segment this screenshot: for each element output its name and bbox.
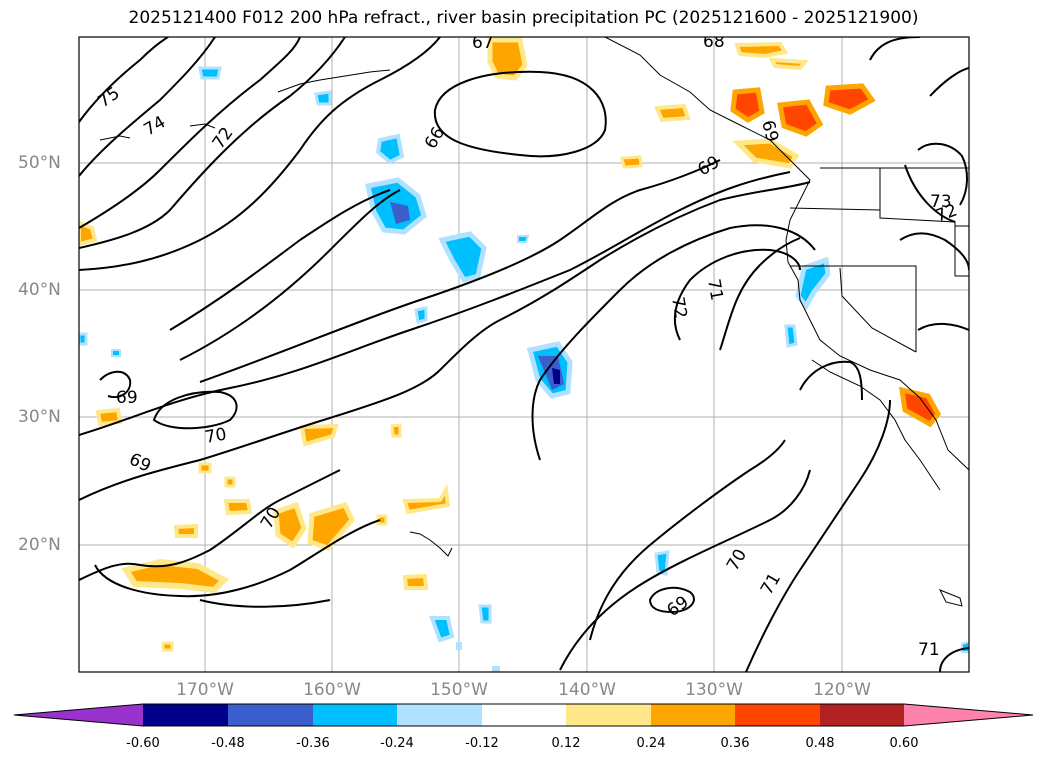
lon-tick-label: 120°W [813, 680, 871, 700]
colorbar-tick-label: 0.24 [636, 736, 666, 751]
colorbar-tick-label: 0.36 [720, 736, 750, 751]
map-area [79, 37, 969, 672]
colorbar-segment [228, 704, 313, 726]
colorbar-tick-label: 0.60 [889, 736, 919, 751]
colorbar-segment [143, 704, 228, 726]
map-title: 2025121400 F012 200 hPa refract., river … [128, 8, 919, 28]
colorbar-segment [566, 704, 651, 726]
gridlines [79, 37, 969, 672]
colorbar-segment [313, 704, 397, 726]
colorbar-segment [735, 704, 820, 726]
colorbar-extend-high [904, 704, 1033, 726]
precip-positive-shading [79, 37, 941, 652]
map-frame [78, 36, 970, 673]
contour-label: 71 [703, 277, 726, 302]
contour-label: 71 [918, 640, 940, 660]
colorbar-tick-label: -0.60 [126, 736, 160, 751]
contour-label: 70 [203, 424, 228, 447]
contour-label: 73 [930, 192, 952, 212]
colorbar [13, 703, 1034, 727]
contour-label: 72 [667, 295, 690, 320]
colorbar-tick-label: -0.36 [296, 736, 330, 751]
lon-tick-label: 170°W [176, 680, 234, 700]
contour-label: 67 [472, 33, 494, 53]
colorbar-extend-low [14, 704, 143, 726]
contour-label: 68 [703, 32, 725, 52]
colorbar-segment [820, 704, 904, 726]
refractivity-contours [79, 37, 969, 672]
colorbar-tick-label: 0.48 [805, 736, 835, 751]
lon-tick-label: 130°W [685, 680, 743, 700]
colorbar-segment [482, 704, 566, 726]
colorbar-segment [397, 704, 482, 726]
colorbar-tick-label: -0.48 [211, 736, 245, 751]
colorbar-tick-label: 0.12 [551, 736, 581, 751]
coastlines [99, 37, 969, 607]
lat-tick-label: 30°N [18, 407, 61, 427]
colorbar-tick-label: -0.24 [380, 736, 414, 751]
lon-tick-label: 140°W [558, 680, 616, 700]
lon-tick-label: 150°W [430, 680, 488, 700]
colorbar-segment [651, 704, 735, 726]
contour-label: 69 [116, 388, 138, 408]
lon-tick-label: 160°W [303, 680, 361, 700]
colorbar-tick-label: -0.12 [465, 736, 499, 751]
lat-tick-label: 20°N [18, 535, 61, 555]
lat-tick-label: 40°N [18, 280, 61, 300]
lat-tick-label: 50°N [18, 153, 61, 173]
